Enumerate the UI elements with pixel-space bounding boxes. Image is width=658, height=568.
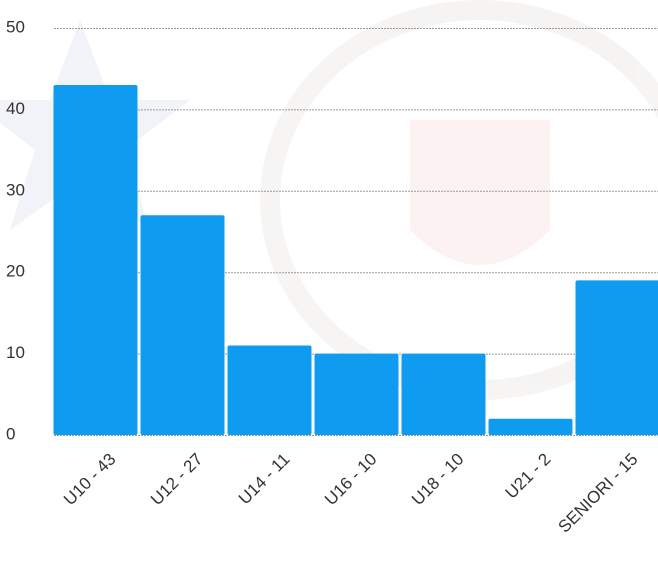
bar bbox=[489, 419, 573, 435]
x-tick-label: U16 - 10 bbox=[321, 450, 381, 510]
bar bbox=[402, 354, 486, 435]
y-tick-label: 50 bbox=[6, 17, 25, 36]
x-tick-label: U21 - 2 bbox=[502, 450, 555, 503]
y-tick-label: 0 bbox=[6, 424, 15, 443]
bar bbox=[228, 345, 312, 435]
bar bbox=[576, 280, 658, 435]
x-tick-label: U18 - 10 bbox=[408, 450, 468, 510]
x-tick-label: SENIORI - 15 bbox=[555, 450, 642, 537]
bar bbox=[141, 215, 225, 435]
y-tick-label: 20 bbox=[6, 262, 25, 281]
y-tick-label: 40 bbox=[6, 99, 25, 118]
bar bbox=[315, 354, 399, 435]
x-tick-label: U12 - 27 bbox=[147, 450, 207, 510]
y-tick-label: 10 bbox=[6, 343, 25, 362]
y-tick-label: 30 bbox=[6, 180, 25, 199]
x-tick-label: U10 - 43 bbox=[60, 450, 120, 510]
bar bbox=[54, 85, 138, 435]
x-tick-label: U14 - 11 bbox=[235, 450, 294, 509]
